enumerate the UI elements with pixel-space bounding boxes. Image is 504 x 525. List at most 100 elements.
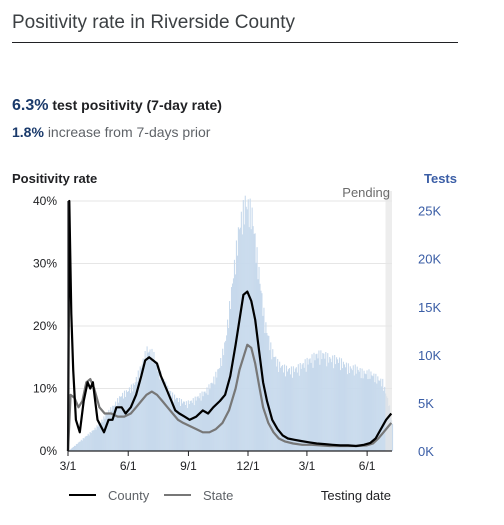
title-divider — [12, 42, 458, 43]
tests-bar — [95, 429, 97, 451]
tests-bar — [196, 396, 198, 451]
tests-bar — [89, 431, 91, 451]
tests-bar — [263, 307, 265, 451]
tests-bar — [178, 398, 181, 451]
tests-bar — [71, 447, 74, 451]
tests-bars — [68, 195, 394, 451]
tests-bar — [255, 262, 257, 451]
x-tick-label: 6/1 — [359, 459, 376, 473]
tests-bar — [75, 444, 77, 451]
tests-bar — [137, 370, 139, 451]
tests-bar — [244, 195, 246, 451]
tests-bar — [87, 433, 89, 451]
tests-bar — [379, 380, 381, 451]
tests-bar — [337, 359, 339, 451]
tests-bar — [120, 396, 122, 451]
tests-bar — [168, 391, 170, 451]
tests-bar — [188, 404, 190, 451]
tests-bar — [246, 209, 248, 451]
tests-bar — [102, 422, 104, 451]
tests-bar — [160, 371, 162, 451]
tests-bar — [372, 376, 374, 451]
tests-bar — [256, 247, 258, 451]
y-tick-label: 40% — [33, 194, 57, 208]
tests-bar — [333, 368, 335, 451]
tests-bar — [355, 373, 357, 451]
tests-bar — [148, 351, 150, 451]
tests-bar — [141, 364, 143, 451]
tests-bar — [384, 386, 386, 451]
tests-bar — [338, 357, 341, 451]
tests-bar — [298, 375, 300, 451]
tests-bar — [98, 423, 100, 451]
tests-bar — [78, 441, 80, 451]
tests-bar — [133, 385, 135, 451]
x-tick-label: 6/1 — [120, 459, 137, 473]
tests-bar — [341, 368, 344, 451]
tests-bar — [253, 233, 255, 451]
tests-bar — [210, 383, 212, 451]
tests-bar — [346, 374, 348, 451]
tests-bar — [170, 391, 172, 451]
tests-bar — [301, 364, 303, 451]
tests-bar — [173, 401, 175, 451]
tests-bar — [83, 438, 85, 451]
tests-bar — [223, 355, 225, 451]
tests-bar — [339, 370, 342, 451]
tests-bar — [192, 398, 194, 451]
tests-bar — [105, 414, 107, 451]
tests-bar — [228, 327, 230, 451]
tests-bar — [147, 352, 149, 451]
tests-bar — [171, 396, 173, 451]
tests-bar — [307, 364, 309, 451]
tests-bar — [116, 405, 118, 451]
tests-bar — [371, 375, 373, 451]
tests-bar — [250, 229, 252, 451]
tests-bar — [164, 386, 166, 451]
tests-bar — [74, 445, 76, 451]
tests-bar — [194, 396, 196, 451]
tests-bar — [122, 392, 124, 451]
x-axis-title: Testing date — [321, 488, 391, 503]
tests-bar — [364, 373, 366, 451]
tests-bar — [140, 367, 142, 451]
tests-bar — [290, 366, 292, 451]
tests-bar — [363, 370, 365, 451]
tests-bar — [129, 393, 131, 451]
tests-bar — [177, 402, 180, 451]
tests-bar — [366, 370, 368, 451]
tests-bar — [271, 359, 273, 451]
tests-bar — [376, 383, 378, 451]
change-summary: 1.8% increase from 7-days prior — [12, 124, 210, 140]
tests-bar — [112, 405, 114, 451]
page-title: Positivity rate in Riverside County — [12, 12, 295, 33]
tests-bar — [377, 376, 379, 451]
tests-bar — [247, 199, 249, 451]
tests-bar — [138, 378, 140, 451]
tests-bar — [211, 382, 213, 451]
tests-bar — [302, 363, 304, 451]
tests-bar — [291, 377, 293, 451]
tests-bar — [321, 359, 323, 451]
tests-bar — [154, 360, 156, 451]
tests-bar — [156, 361, 158, 451]
tests-bar — [378, 380, 380, 451]
tests-bar — [252, 226, 254, 451]
tests-bar — [118, 402, 120, 451]
state-line — [66, 343, 393, 452]
tests-bar — [361, 368, 363, 451]
tests-bar — [125, 390, 128, 451]
tests-bar — [299, 363, 301, 451]
tests-bar — [317, 358, 319, 451]
tests-bar — [131, 391, 133, 451]
tests-bar — [257, 279, 259, 451]
tests-bar — [324, 358, 326, 451]
tests-bar — [88, 435, 90, 451]
tests-bar — [360, 378, 362, 451]
tests-bar — [277, 358, 279, 451]
tests-bar — [373, 373, 375, 451]
tests-bar — [85, 436, 87, 451]
tests-bar — [79, 441, 81, 451]
tests-bar — [340, 358, 343, 451]
tests-bar — [357, 369, 359, 451]
